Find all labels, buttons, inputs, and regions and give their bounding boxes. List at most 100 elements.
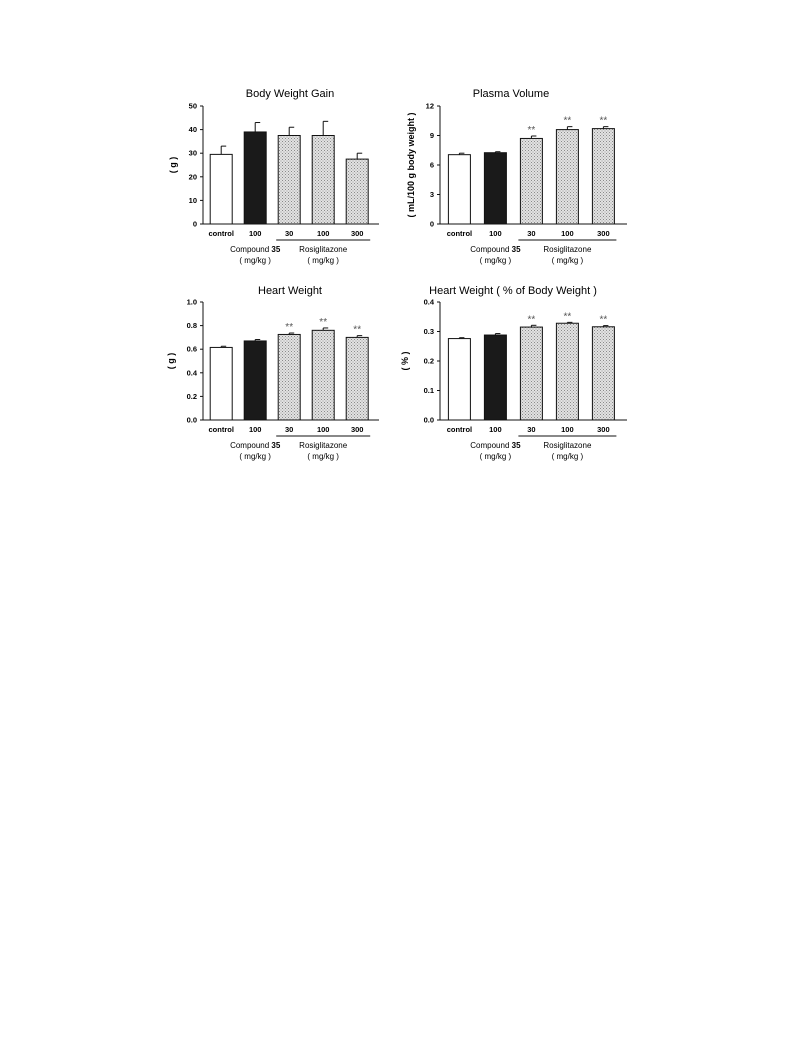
chart-title: Heart Weight (258, 285, 322, 297)
bar (311, 329, 335, 421)
bar (447, 338, 471, 421)
bar (345, 336, 369, 421)
plot-area: 0 3 6 9 12 control 100 ** 30 ** 100 ** 300 Compound 3… (426, 102, 627, 265)
y-tick-label: 3 (430, 190, 434, 199)
chart-heart-weight: Heart Weight ( g ) 0.0 0.2 0.4 0.6 0.8 1.0 con… (166, 285, 379, 461)
y-tick-label: 50 (189, 102, 197, 111)
chart-title: Heart Weight ( % of Body Weight ) (429, 285, 597, 297)
x-tick-label: 30 (285, 425, 293, 434)
bar (555, 322, 579, 421)
group-name: Compound 35 (230, 245, 281, 254)
group-unit: ( mg/kg ) (307, 256, 339, 265)
x-tick-label: 100 (489, 425, 502, 434)
y-tick-label: 0.4 (424, 298, 435, 307)
plot-area: 0.0 0.2 0.4 0.6 0.8 1.0 control 100 ** 30 ** 100 ** 3… (187, 298, 379, 461)
group-name: Compound 35 (230, 441, 281, 450)
plot-area: 0 10 20 30 40 50 control 100 30 100 300 Compound 35… (189, 102, 379, 265)
y-tick-label: 9 (430, 131, 434, 140)
y-tick-label: 0.6 (187, 345, 197, 354)
y-tick-label: 0.8 (187, 321, 197, 330)
chart-heart-weight-percent: Heart Weight ( % of Body Weight ) ( % ) … (400, 285, 627, 461)
group-name-text: Rosiglitazone (543, 441, 592, 450)
group-name-text: Rosiglitazone (299, 441, 348, 450)
significance-label: ** (564, 311, 572, 322)
group-name-bold: 35 (271, 441, 280, 450)
group-name-text: Compound (470, 245, 511, 254)
y-tick-label: 0 (430, 220, 434, 229)
bar (519, 326, 543, 421)
bar (483, 152, 507, 225)
group-unit: ( mg/kg ) (239, 256, 271, 265)
y-tick-label: 10 (189, 196, 197, 205)
y-tick-label: 12 (426, 102, 434, 111)
group-name-text: Compound (470, 441, 511, 450)
bar (591, 128, 615, 225)
y-tick-label: 0.4 (187, 368, 198, 377)
y-axis-label: ( g ) (168, 157, 178, 174)
bar (209, 346, 233, 421)
y-tick-label: 0.0 (187, 416, 197, 425)
significance-label: ** (285, 322, 293, 333)
bar (345, 158, 369, 225)
x-tick-label: 100 (317, 229, 330, 238)
x-tick-label: control (208, 229, 233, 238)
bar (311, 135, 335, 225)
x-tick-label: 100 (561, 425, 574, 434)
group-unit: ( mg/kg ) (480, 452, 512, 461)
y-tick-label: 0.2 (424, 357, 434, 366)
y-tick-label: 30 (189, 149, 197, 158)
plot-area: 0.0 0.1 0.2 0.3 0.4 control 100 ** 30 ** 100 ** 300 C… (424, 298, 627, 461)
group-name: Rosiglitazone (543, 441, 592, 450)
y-tick-label: 1.0 (187, 298, 197, 307)
x-tick-label: 100 (561, 229, 574, 238)
bar (591, 326, 615, 421)
group-name-bold: 35 (512, 441, 521, 450)
y-tick-label: 0 (193, 220, 197, 229)
x-tick-label: 30 (527, 229, 535, 238)
bar (209, 153, 233, 225)
y-tick-label: 0.3 (424, 327, 434, 336)
x-tick-label: 100 (489, 229, 502, 238)
group-name-text: Rosiglitazone (299, 245, 348, 254)
group-name-text: Compound (230, 441, 271, 450)
group-name-text: Compound (230, 245, 271, 254)
significance-label: ** (319, 317, 327, 328)
group-name: Compound 35 (470, 441, 521, 450)
x-tick-label: 300 (597, 425, 610, 434)
y-tick-label: 0.0 (424, 416, 434, 425)
x-tick-label: control (208, 425, 233, 434)
group-name-bold: 35 (271, 245, 280, 254)
chart-plasma-volume: Plasma Volume ( mL/100 g body weight ) 0… (406, 88, 627, 265)
x-tick-label: control (447, 425, 472, 434)
bar (483, 334, 507, 421)
group-name-text: Rosiglitazone (543, 245, 592, 254)
bar (243, 340, 267, 421)
y-axis-label: ( % ) (400, 351, 410, 370)
bar (519, 137, 543, 225)
significance-label: ** (600, 116, 608, 127)
significance-label: ** (564, 116, 572, 127)
group-unit: ( mg/kg ) (552, 452, 584, 461)
group-unit: ( mg/kg ) (307, 452, 339, 461)
bar (447, 154, 471, 225)
y-tick-label: 40 (189, 125, 197, 134)
bar (277, 135, 301, 225)
chart-title: Plasma Volume (473, 88, 549, 100)
x-tick-label: control (447, 229, 472, 238)
group-unit: ( mg/kg ) (239, 452, 271, 461)
x-tick-label: 100 (317, 425, 330, 434)
x-tick-label: 300 (351, 229, 364, 238)
x-tick-label: 30 (285, 229, 293, 238)
y-tick-label: 0.1 (424, 386, 434, 395)
group-unit: ( mg/kg ) (480, 256, 512, 265)
group-name: Rosiglitazone (543, 245, 592, 254)
group-name: Rosiglitazone (299, 441, 348, 450)
significance-label: ** (600, 315, 608, 326)
y-tick-label: 20 (189, 172, 197, 181)
chart-body-weight-gain: Body Weight Gain ( g ) 0 10 20 30 40 50 contro… (168, 88, 379, 265)
group-name: Compound 35 (470, 245, 521, 254)
significance-label: ** (528, 314, 536, 325)
x-tick-label: 300 (597, 229, 610, 238)
chart-title: Body Weight Gain (246, 88, 334, 100)
